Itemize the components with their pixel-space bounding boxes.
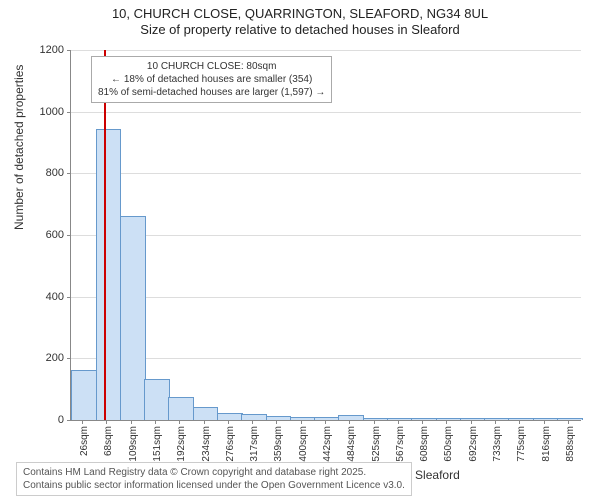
xtick-mark: [301, 420, 302, 424]
gridline: [71, 173, 581, 174]
xtick-label: 276sqm: [225, 426, 236, 462]
xtick-label: 400sqm: [298, 426, 309, 462]
histogram-bar: [557, 418, 583, 420]
ytick-mark: [67, 112, 71, 113]
histogram-bar: [533, 418, 559, 420]
ytick-label: 600: [24, 229, 64, 241]
xtick-mark: [568, 420, 569, 424]
ytick-mark: [67, 235, 71, 236]
gridline: [71, 50, 581, 51]
ytick-label: 800: [24, 167, 64, 179]
xtick-label: 359sqm: [273, 426, 284, 462]
xtick-label: 858sqm: [565, 426, 576, 462]
histogram-bar: [460, 418, 486, 420]
ytick-mark: [67, 50, 71, 51]
xtick-label: 608sqm: [419, 426, 430, 462]
xtick-mark: [131, 420, 132, 424]
xtick-mark: [471, 420, 472, 424]
xtick-label: 234sqm: [201, 426, 212, 462]
histogram-bar: [71, 370, 97, 420]
plot-area: 10 CHURCH CLOSE: 80sqm ← 18% of detached…: [70, 50, 581, 421]
xtick-label: 650sqm: [443, 426, 454, 462]
xtick-mark: [82, 420, 83, 424]
ytick-label: 0: [24, 414, 64, 426]
histogram-bar: [168, 397, 194, 420]
ytick-label: 1000: [24, 106, 64, 118]
xtick-mark: [252, 420, 253, 424]
xtick-mark: [204, 420, 205, 424]
gridline: [71, 112, 581, 113]
gridline: [71, 297, 581, 298]
annotation-line1: 10 CHURCH CLOSE: 80sqm: [98, 60, 325, 73]
ytick-label: 1200: [24, 44, 64, 56]
xtick-mark: [495, 420, 496, 424]
histogram-chart: 10, CHURCH CLOSE, QUARRINGTON, SLEAFORD,…: [0, 0, 600, 500]
attribution-footer: Contains HM Land Registry data © Crown c…: [16, 462, 412, 496]
histogram-bar: [508, 418, 534, 420]
xtick-mark: [422, 420, 423, 424]
xtick-label: 442sqm: [322, 426, 333, 462]
annotation-line3: 81% of semi-detached houses are larger (…: [98, 86, 325, 99]
xtick-label: 109sqm: [128, 426, 139, 462]
ytick-mark: [67, 297, 71, 298]
histogram-bar: [338, 415, 364, 420]
xtick-mark: [349, 420, 350, 424]
ytick-mark: [67, 358, 71, 359]
xtick-mark: [106, 420, 107, 424]
ytick-mark: [67, 420, 71, 421]
histogram-bar: [266, 416, 292, 420]
gridline: [71, 358, 581, 359]
chart-title-block: 10, CHURCH CLOSE, QUARRINGTON, SLEAFORD,…: [0, 0, 600, 39]
xtick-mark: [325, 420, 326, 424]
histogram-bar: [241, 414, 267, 420]
gridline: [71, 235, 581, 236]
xtick-mark: [446, 420, 447, 424]
xtick-label: 816sqm: [541, 426, 552, 462]
ytick-mark: [67, 173, 71, 174]
histogram-bar: [217, 413, 243, 420]
histogram-bar: [314, 417, 340, 420]
histogram-bar: [436, 418, 462, 420]
histogram-bar: [96, 129, 122, 420]
xtick-label: 317sqm: [249, 426, 260, 462]
xtick-label: 192sqm: [176, 426, 187, 462]
annotation-line2: ← 18% of detached houses are smaller (35…: [98, 73, 325, 86]
histogram-bar: [120, 216, 146, 421]
histogram-bar: [144, 379, 170, 420]
xtick-label: 151sqm: [152, 426, 163, 462]
chart-title-line1: 10, CHURCH CLOSE, QUARRINGTON, SLEAFORD,…: [0, 6, 600, 22]
property-marker-line: [104, 50, 106, 420]
y-axis-label: Number of detached properties: [12, 65, 26, 230]
xtick-mark: [179, 420, 180, 424]
histogram-bar: [363, 418, 389, 420]
xtick-mark: [228, 420, 229, 424]
ytick-label: 200: [24, 352, 64, 364]
xtick-label: 68sqm: [103, 426, 114, 456]
histogram-bar: [290, 417, 316, 420]
chart-title-line2: Size of property relative to detached ho…: [0, 22, 600, 38]
xtick-mark: [155, 420, 156, 424]
xtick-label: 26sqm: [79, 426, 90, 456]
histogram-bar: [484, 418, 510, 420]
xtick-mark: [374, 420, 375, 424]
histogram-bar: [411, 418, 437, 420]
ytick-label: 400: [24, 291, 64, 303]
footer-line1: Contains HM Land Registry data © Crown c…: [23, 466, 405, 479]
annotation-box: 10 CHURCH CLOSE: 80sqm ← 18% of detached…: [91, 56, 332, 103]
xtick-label: 567sqm: [395, 426, 406, 462]
histogram-bar: [387, 418, 413, 420]
footer-line2: Contains public sector information licen…: [23, 479, 405, 492]
xtick-label: 775sqm: [516, 426, 527, 462]
xtick-mark: [276, 420, 277, 424]
xtick-mark: [519, 420, 520, 424]
xtick-label: 484sqm: [346, 426, 357, 462]
xtick-label: 525sqm: [371, 426, 382, 462]
xtick-mark: [544, 420, 545, 424]
xtick-mark: [398, 420, 399, 424]
xtick-label: 733sqm: [492, 426, 503, 462]
xtick-label: 692sqm: [468, 426, 479, 462]
histogram-bar: [193, 407, 219, 420]
